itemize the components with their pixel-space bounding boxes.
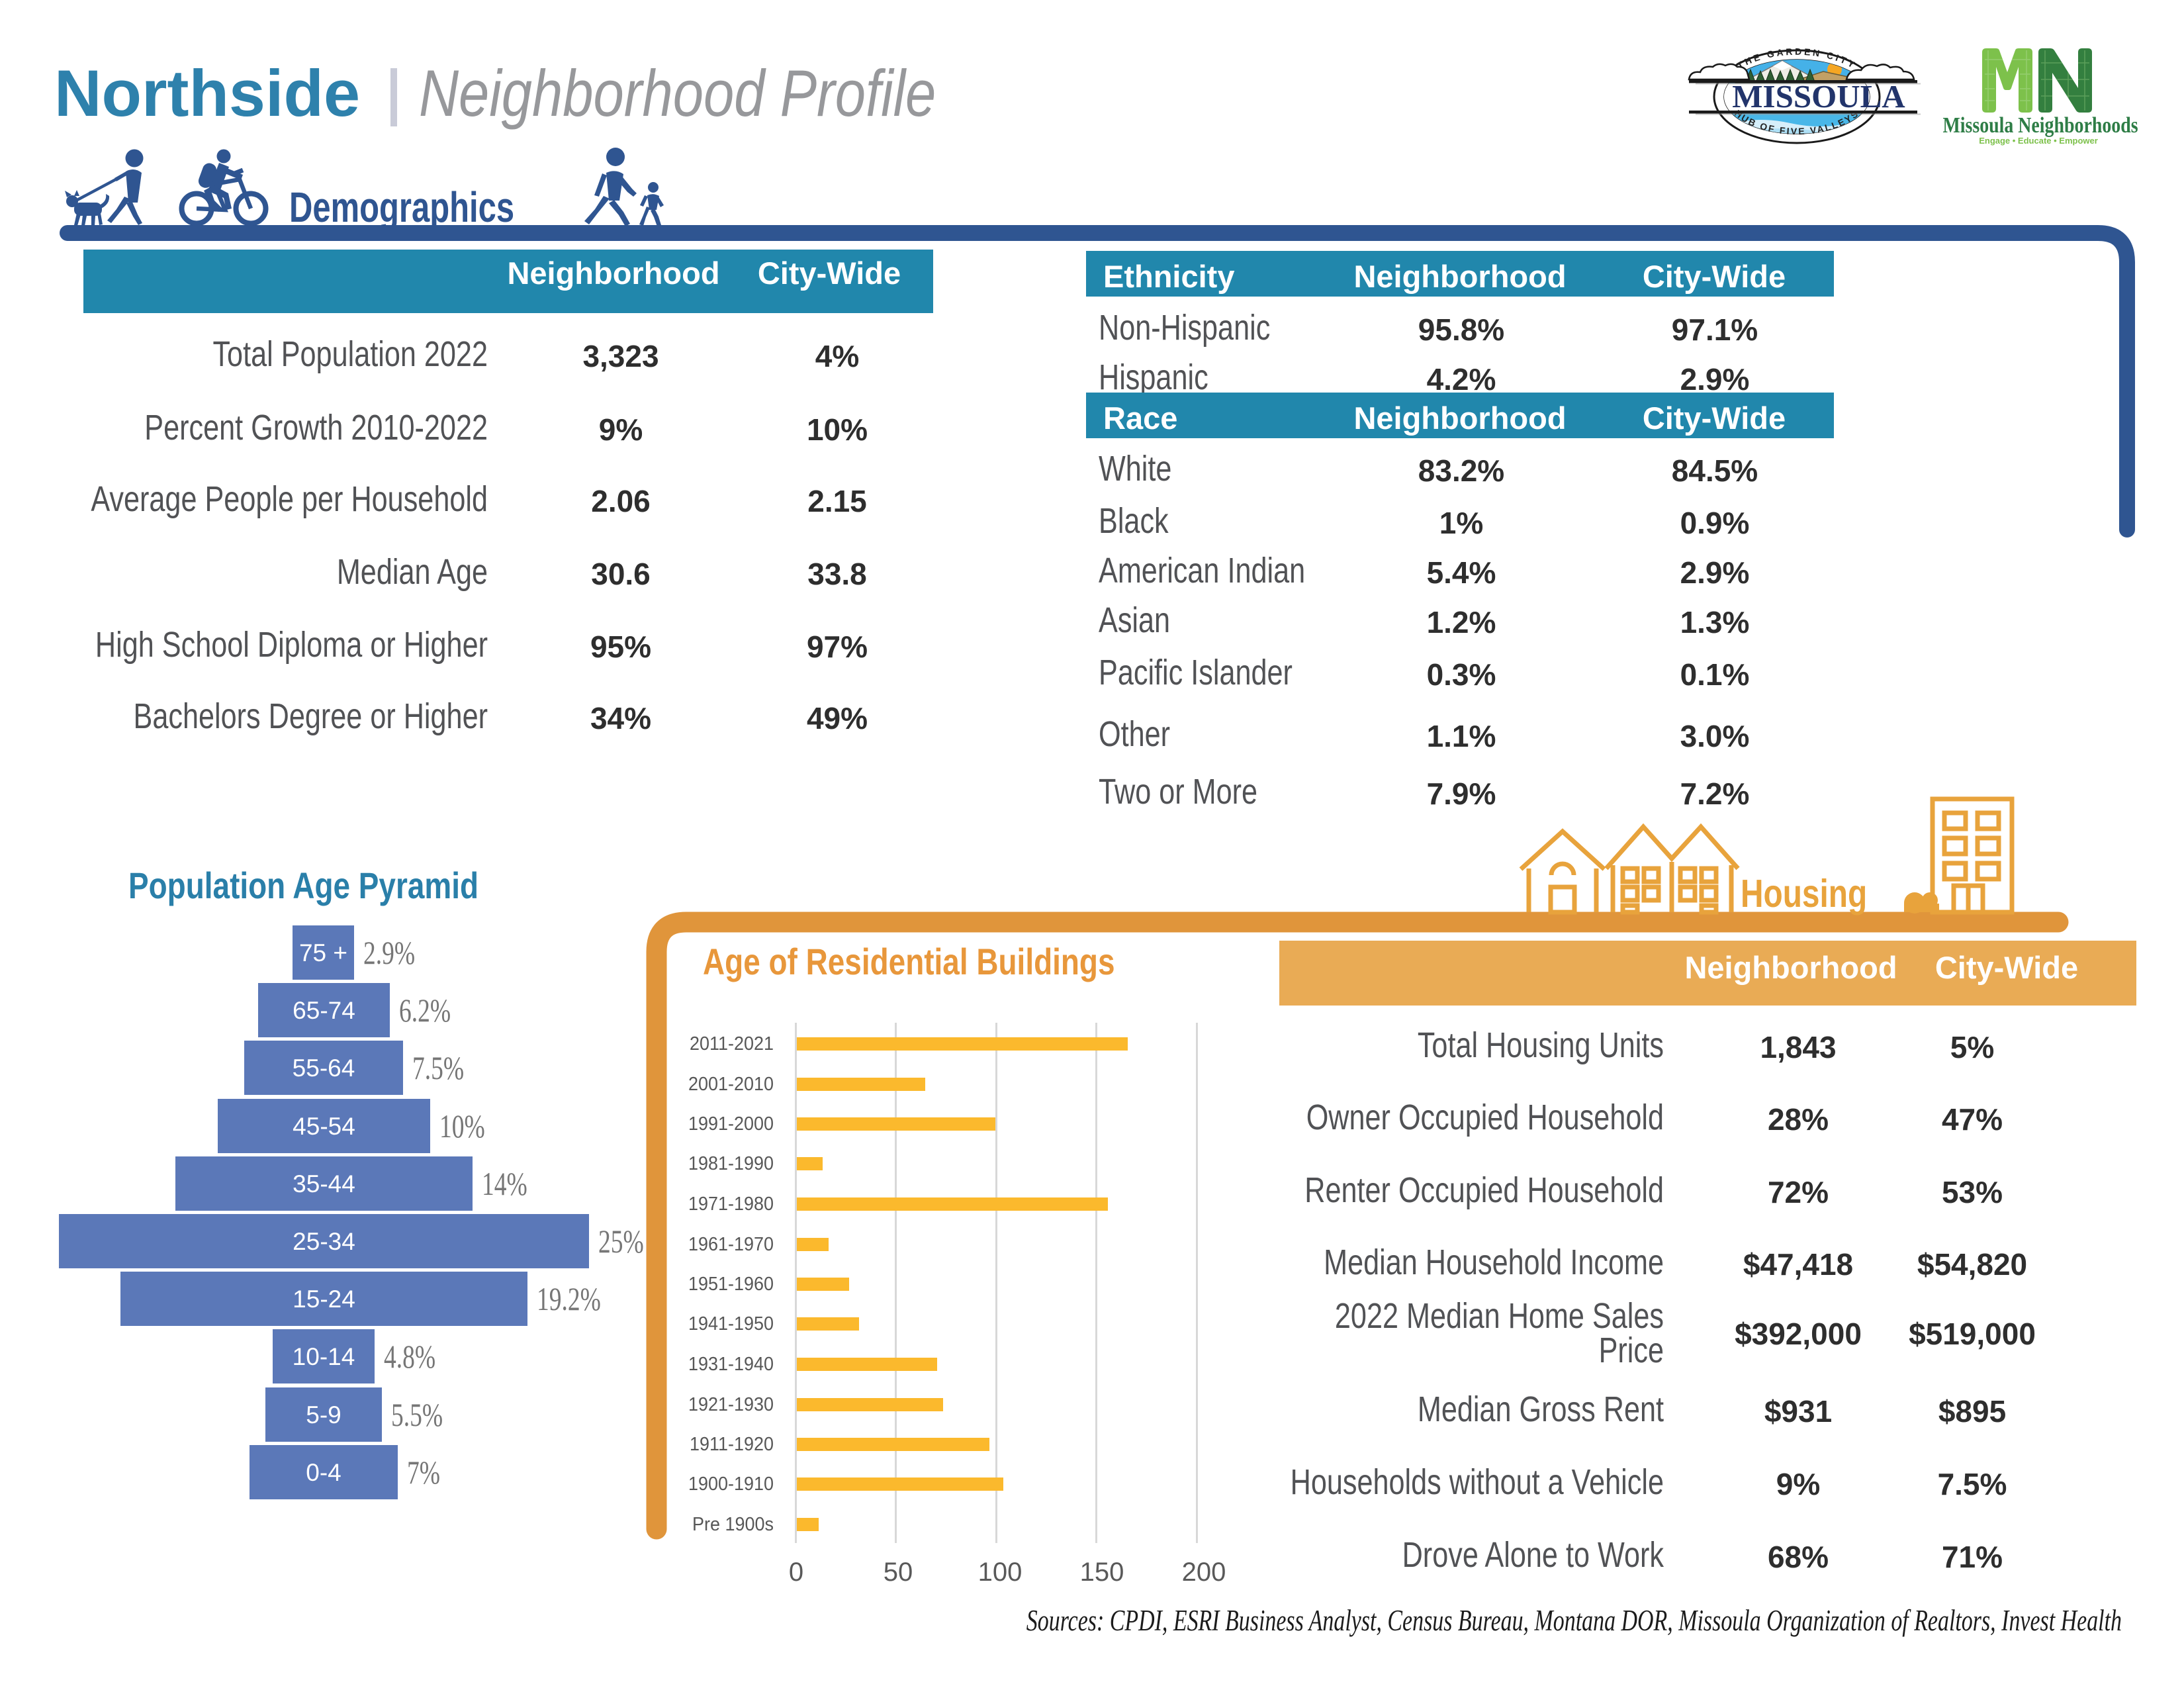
svg-text:MISSOULA: MISSOULA bbox=[1732, 78, 1905, 115]
